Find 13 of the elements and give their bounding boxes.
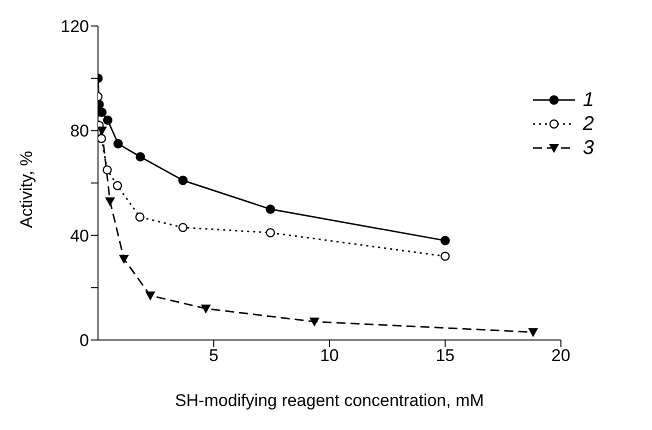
x-tick-label: 20 [551, 346, 570, 366]
y-tick-label: 40 [70, 226, 89, 246]
y-tick-label: 120 [60, 17, 89, 36]
y-tick-label: 80 [70, 122, 89, 141]
y-axis-title: Activity, % [17, 150, 36, 228]
legend-label: 1 [582, 88, 594, 112]
x-tick-label: 5 [208, 346, 218, 366]
legend-label: 3 [582, 136, 594, 160]
y-tick-label: 0 [80, 331, 89, 350]
x-tick-label: 15 [436, 346, 455, 366]
legend-label: 2 [582, 112, 594, 136]
x-axis-title: SH-modifying reagent concentration, mM [174, 391, 484, 410]
x-tick-label: 10 [320, 346, 339, 366]
